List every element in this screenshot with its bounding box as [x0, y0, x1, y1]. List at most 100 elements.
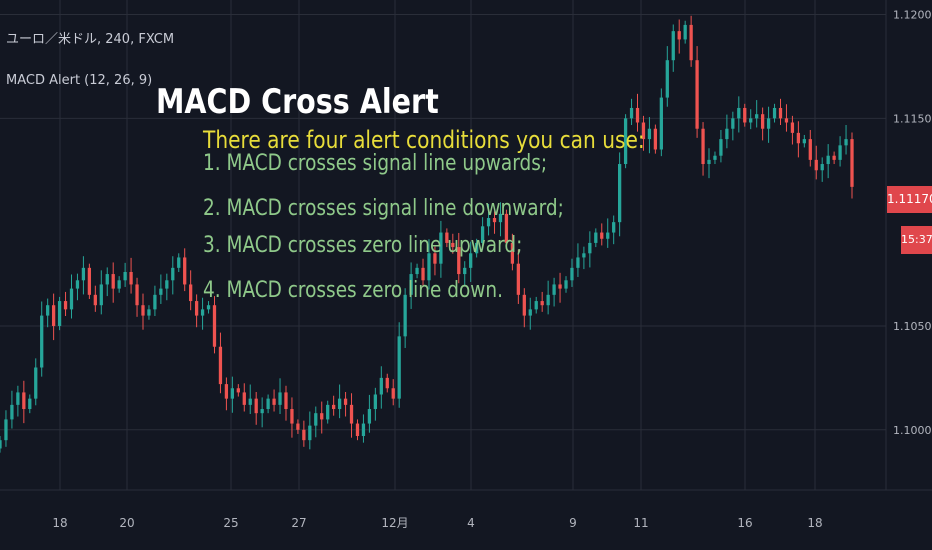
- candle-up: [546, 294, 550, 306]
- candle-up: [665, 60, 669, 98]
- candle-up: [278, 392, 282, 405]
- candle-up: [28, 398, 32, 410]
- candle-up: [403, 294, 407, 337]
- candle-up: [427, 253, 431, 281]
- candle-down: [189, 284, 193, 302]
- candle-up: [606, 232, 610, 239]
- candle-up: [4, 419, 8, 441]
- candle-up: [248, 398, 252, 405]
- price-tick-label: 1.10000: [893, 424, 932, 437]
- alert-condition-1: 1. MACD crosses signal line upwards;: [203, 151, 548, 176]
- candle-down: [451, 242, 455, 248]
- candle-down: [63, 301, 68, 310]
- candle-down: [510, 242, 515, 264]
- candle-up: [147, 309, 151, 316]
- alert-condition-2: 2. MACD crosses signal line downward;: [203, 196, 564, 221]
- time-tick-label: 20: [119, 516, 134, 530]
- candle-down: [701, 128, 705, 165]
- candle-up: [337, 398, 342, 410]
- candle-down: [790, 122, 795, 133]
- candle-up: [623, 118, 628, 165]
- candle-up: [749, 118, 753, 123]
- time-tick-label: 12月: [381, 516, 408, 530]
- candle-up: [260, 409, 264, 414]
- candle-up: [552, 284, 556, 295]
- candle-down: [808, 139, 812, 160]
- candle-up: [165, 280, 169, 289]
- candle-up: [81, 267, 86, 281]
- indicator-legend[interactable]: MACD Alert (12, 26, 9): [6, 73, 153, 88]
- candle-up: [397, 336, 401, 399]
- alert-condition-4: 4. MACD crosses zero line down.: [203, 278, 503, 303]
- candle-up: [576, 257, 580, 268]
- candle-down: [272, 398, 276, 405]
- candle-down: [540, 301, 544, 306]
- candle-down: [558, 284, 562, 289]
- candle-down: [504, 213, 509, 243]
- time-tick-label: 16: [737, 516, 752, 530]
- candle-up: [177, 257, 181, 268]
- candle-down: [284, 392, 288, 410]
- time-tick-label: 18: [52, 516, 67, 530]
- candle-down: [111, 274, 115, 289]
- candle-up: [314, 413, 318, 426]
- candle-up: [308, 425, 312, 441]
- candle-up: [153, 294, 157, 310]
- price-tag-gap: [887, 226, 901, 254]
- candle-up: [361, 423, 366, 437]
- candle-up: [206, 305, 211, 310]
- candle-down: [183, 257, 187, 285]
- candle-down: [743, 107, 747, 123]
- candle-up: [10, 404, 14, 420]
- time-axis[interactable]: 18 20 25 27 12月 4 9 11 16 18: [52, 516, 822, 530]
- price-axis[interactable]: 1.12000 1.11500 1.10500 1.10000: [893, 9, 932, 437]
- candle-down: [635, 107, 640, 123]
- candle-up: [647, 128, 652, 140]
- candle-up: [40, 315, 44, 368]
- candle-up: [766, 118, 771, 129]
- candle-up: [772, 107, 777, 119]
- candle-down: [445, 232, 449, 243]
- candle-up: [171, 267, 175, 281]
- candle-up: [594, 232, 598, 243]
- time-tick-label: 25: [223, 516, 238, 530]
- candle-up: [671, 31, 675, 61]
- candle-up: [57, 301, 62, 326]
- time-tick-label: 18: [807, 516, 822, 530]
- candle-up: [838, 145, 842, 160]
- candle-up: [75, 280, 80, 289]
- candle-down: [343, 398, 348, 405]
- candle-up: [629, 107, 634, 119]
- symbol-legend[interactable]: ユーロ／米ドル, 240, FXCM: [6, 32, 175, 47]
- candle-up: [802, 139, 806, 144]
- time-tick-label: 11: [633, 516, 648, 530]
- candle-up: [373, 394, 377, 410]
- candle-down: [492, 218, 497, 223]
- candle-down: [22, 392, 26, 410]
- candle-up: [409, 274, 413, 295]
- candle-up: [612, 222, 616, 233]
- candle-up: [534, 301, 538, 310]
- candle-down: [290, 409, 294, 424]
- candle-down: [135, 284, 139, 306]
- candle-down: [349, 404, 354, 424]
- price-tick-label: 1.12000: [893, 9, 932, 22]
- candle-up: [528, 309, 532, 316]
- bar-countdown-tag: 15:37: [901, 226, 932, 254]
- candle-up: [480, 226, 485, 243]
- candle-up: [486, 218, 491, 227]
- candle-up: [16, 392, 20, 405]
- price-tick-label: 1.11500: [893, 112, 932, 125]
- candle-up: [463, 267, 467, 275]
- candle-up: [588, 242, 592, 254]
- candle-down: [51, 305, 56, 326]
- candle-up: [46, 305, 50, 316]
- candle-up: [707, 159, 711, 165]
- candles: [0, 15, 854, 453]
- candle-down: [832, 155, 836, 160]
- candle-up: [159, 288, 163, 295]
- candle-down: [391, 388, 395, 399]
- candle-up: [117, 280, 121, 289]
- candle-up: [105, 274, 109, 285]
